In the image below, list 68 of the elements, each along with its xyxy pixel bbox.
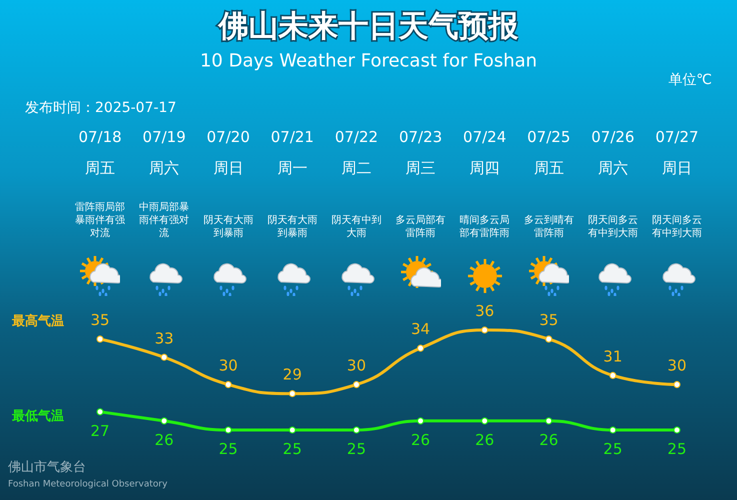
data-label: 26: [539, 430, 558, 449]
text: Foshan Meteorological Observatory: [8, 480, 168, 490]
text: 晴间多云局部有雷阵雨: [460, 214, 510, 239]
point: [352, 381, 360, 388]
point: [288, 426, 296, 434]
point: [96, 408, 104, 416]
point: [417, 417, 424, 424]
data-label: 25: [218, 440, 238, 458]
data-label: 30: [346, 356, 366, 375]
x-tick-label: 07/26 周六: [591, 128, 634, 177]
text: 阴天间多云有中到大雨: [652, 214, 702, 239]
data-label: 25: [603, 440, 622, 458]
text: 最高气温: [11, 313, 64, 330]
chart-subtitle: 10 Days Weather Forecast for Foshan: [200, 50, 538, 72]
data-label: 34: [411, 320, 430, 338]
point: [609, 426, 616, 434]
data-label: 26: [411, 430, 430, 449]
data-label: 27: [90, 422, 110, 440]
point: [545, 336, 552, 343]
text: 多云局部有雷阵雨: [396, 214, 446, 239]
data-label: 25: [282, 440, 302, 458]
data-label: 29: [282, 366, 302, 384]
point: [545, 417, 552, 424]
text: 佛山市气象台: [8, 460, 86, 475]
x-tick-label: 07/22 周二: [334, 128, 378, 177]
text: 雷阵雨局部暴雨伴有强对流: [75, 201, 126, 239]
data-label: 26: [154, 430, 174, 449]
data-label: 25: [667, 440, 686, 458]
text: 发布时间：2025-07-17: [25, 100, 176, 116]
point: [673, 381, 680, 388]
x-tick-label: 07/23 周三: [398, 128, 442, 177]
data-label: 31: [603, 347, 622, 366]
point: [352, 426, 360, 434]
point: [609, 372, 616, 379]
text: 阴天有大雨到暴雨: [203, 214, 254, 239]
data-label: 26: [475, 430, 494, 449]
text: 多云到晴有雷阵雨: [524, 214, 574, 239]
point: [481, 326, 488, 334]
x-tick-label: 07/19 周六: [142, 128, 186, 177]
point: [160, 354, 168, 361]
x-tick-label: 07/21 周一: [270, 128, 314, 177]
x-tick-label: 07/27 周日: [655, 128, 699, 177]
data-label: 35: [90, 311, 110, 330]
point: [673, 426, 680, 434]
chart-title: 佛山未来十日天气预报: [218, 9, 520, 44]
data-label: 33: [154, 329, 174, 348]
data-label: 30: [667, 356, 686, 375]
x-tick-label: 07/24 周四: [463, 128, 506, 177]
data-label: 35: [539, 311, 558, 330]
text: 单位℃: [668, 72, 712, 88]
data-label: 30: [218, 356, 238, 375]
text: 阴天有中到大雨: [331, 214, 382, 239]
point: [160, 417, 168, 424]
text: 最低气温: [11, 408, 64, 424]
text: 中雨局部暴雨伴有强对流: [139, 201, 190, 239]
text: 阴天间多云有中到大雨: [588, 214, 638, 239]
x-tick-label: 07/18 周五: [78, 128, 122, 177]
point: [224, 426, 232, 434]
point: [481, 417, 488, 424]
point: [288, 390, 296, 398]
point: [224, 381, 232, 388]
x-tick-label: 07/25 周五: [527, 128, 570, 177]
data-label: 36: [475, 302, 494, 320]
text: 阴天有大雨到暴雨: [267, 214, 318, 239]
point: [417, 344, 424, 352]
data-label: 25: [346, 440, 366, 458]
point: [96, 336, 104, 343]
x-tick-label: 07/20 周日: [206, 128, 250, 177]
